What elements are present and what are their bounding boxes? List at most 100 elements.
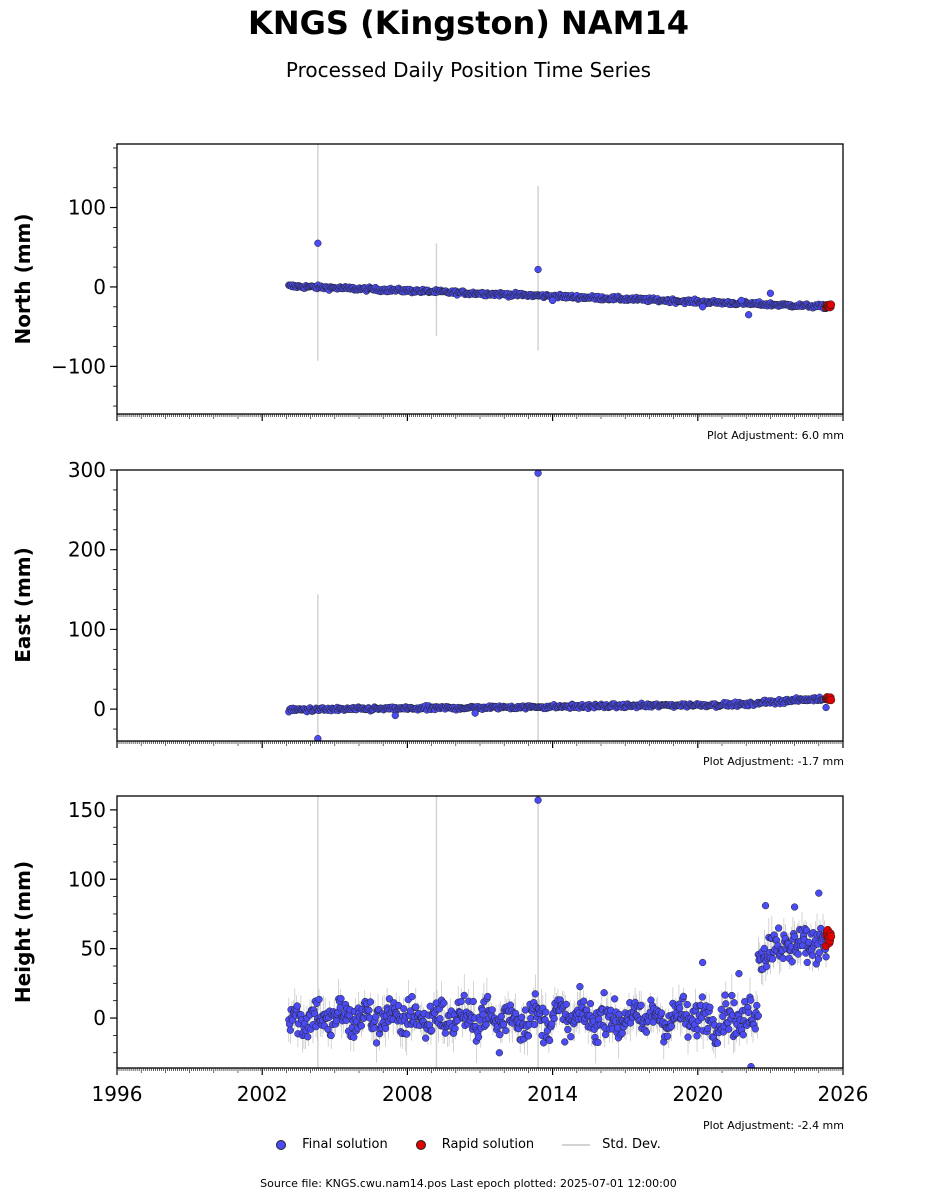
height-y-axis-label: Height (mm): [11, 861, 35, 1003]
height-final-point: [730, 999, 738, 1007]
height-final-point: [293, 1002, 301, 1010]
height-final-point: [561, 1038, 569, 1046]
east-final-point: [822, 703, 830, 712]
rapid-marker-icon: [415, 1139, 426, 1150]
height-final-point: [524, 1032, 533, 1040]
east-y-tick-label: 100: [68, 617, 106, 641]
height-final-point: [457, 997, 465, 1006]
height-final-point: [580, 997, 588, 1005]
height-x-tick-label: 2026: [818, 1082, 869, 1106]
east-plot-adjustment: Plot Adjustment: -1.7 mm: [703, 755, 844, 768]
height-x-tick-label: 2020: [672, 1082, 723, 1106]
north-final-point: [744, 311, 753, 319]
height-final-point: [790, 932, 799, 941]
north-final-point: [548, 296, 557, 305]
height-final-point: [744, 1008, 753, 1017]
height-final-point: [774, 924, 783, 932]
north-y-tick-label: 100: [68, 196, 106, 220]
height-final-point: [408, 992, 416, 1001]
height-final-point: [721, 991, 729, 999]
height-final-point: [451, 1024, 459, 1033]
north-final-point: [534, 265, 542, 274]
height-plot-area: [285, 796, 836, 1068]
height-final-point: [511, 1009, 520, 1018]
height-final-point: [479, 1010, 487, 1019]
height-final-point: [527, 1014, 535, 1023]
height-final-point: [350, 1033, 358, 1041]
height-y-tick-label: 100: [68, 867, 106, 891]
height-final-point: [601, 1030, 610, 1039]
height-final-point: [663, 1032, 672, 1040]
north-final-point: [314, 239, 322, 247]
height-final-point: [488, 1006, 496, 1014]
height-final-point: [657, 1009, 666, 1017]
east-plot-area: [285, 470, 836, 741]
height-final-point: [803, 958, 811, 967]
height-final-point: [400, 1005, 408, 1013]
legend-final: Final solution: [276, 1137, 388, 1152]
east-y-tick-label: 0: [93, 697, 106, 721]
height-final-point: [735, 969, 743, 978]
north-final-point: [698, 303, 707, 311]
height-final-point: [337, 995, 345, 1003]
height-final-point: [747, 1062, 755, 1068]
height-final-point: [370, 1024, 378, 1032]
north-final-point: [737, 296, 746, 305]
height-y-tick-label: 150: [68, 798, 106, 822]
height-final-point: [365, 1006, 373, 1014]
height-final-point: [545, 1036, 554, 1045]
height-final-point: [436, 1015, 444, 1023]
height-final-point: [304, 1033, 312, 1041]
height-final-point: [564, 1025, 572, 1034]
height-final-point: [760, 944, 768, 953]
height-final-point: [469, 997, 477, 1006]
east-y-tick-label: 200: [68, 538, 106, 562]
height-final-point: [502, 1026, 510, 1035]
height-final-point: [815, 889, 823, 897]
height-final-point: [618, 1029, 626, 1037]
height-x-tick-label: 2008: [382, 1082, 433, 1106]
height-final-point: [679, 992, 688, 1001]
legend-stddev-label: Std. Dev.: [602, 1137, 661, 1152]
height-final-point: [497, 1012, 505, 1021]
height-final-point: [728, 991, 736, 1000]
height-final-point: [530, 1020, 539, 1029]
height-y-tick-label: 50: [81, 937, 106, 961]
east-final-point: [534, 470, 542, 477]
height-final-point: [808, 951, 817, 959]
height-final-point: [768, 955, 777, 963]
height-final-point: [788, 958, 796, 966]
height-final-point: [761, 901, 770, 910]
height-final-point: [403, 1030, 411, 1038]
height-final-point: [441, 1029, 449, 1037]
east-final-point: [471, 709, 479, 717]
height-final-point: [717, 1005, 725, 1014]
north-axes-frame: [116, 143, 844, 415]
east-y-tick-label: 300: [68, 458, 106, 482]
height-rapid-point: [826, 932, 836, 941]
chart-title: KNGS (Kingston) NAM14: [248, 4, 689, 42]
height-final-point: [385, 995, 394, 1003]
height-final-point: [440, 999, 448, 1007]
height-y-tick-label: 0: [93, 1006, 106, 1030]
height-final-point: [698, 993, 707, 1001]
height-x-tick-label: 2002: [237, 1082, 288, 1106]
height-final-point: [722, 1000, 730, 1008]
height-final-point: [600, 989, 608, 997]
north-y-axis-label: North (mm): [11, 213, 35, 344]
height-final-point: [357, 1022, 366, 1030]
height-final-point: [667, 1022, 676, 1030]
height-final-point: [531, 990, 539, 998]
height-final-point: [754, 1012, 762, 1020]
height-final-point: [576, 983, 584, 991]
height-x-tick-label: 2014: [527, 1082, 578, 1106]
height-final-point: [366, 998, 375, 1006]
height-plot-adjustment: Plot Adjustment: -2.4 mm: [703, 1119, 844, 1132]
height-final-point: [794, 950, 802, 958]
height-final-point: [713, 1039, 722, 1047]
height-final-point: [676, 1004, 684, 1012]
height-final-point: [751, 1025, 759, 1033]
legend-stddev: Std. Dev.: [562, 1137, 661, 1152]
height-final-point: [586, 999, 595, 1008]
